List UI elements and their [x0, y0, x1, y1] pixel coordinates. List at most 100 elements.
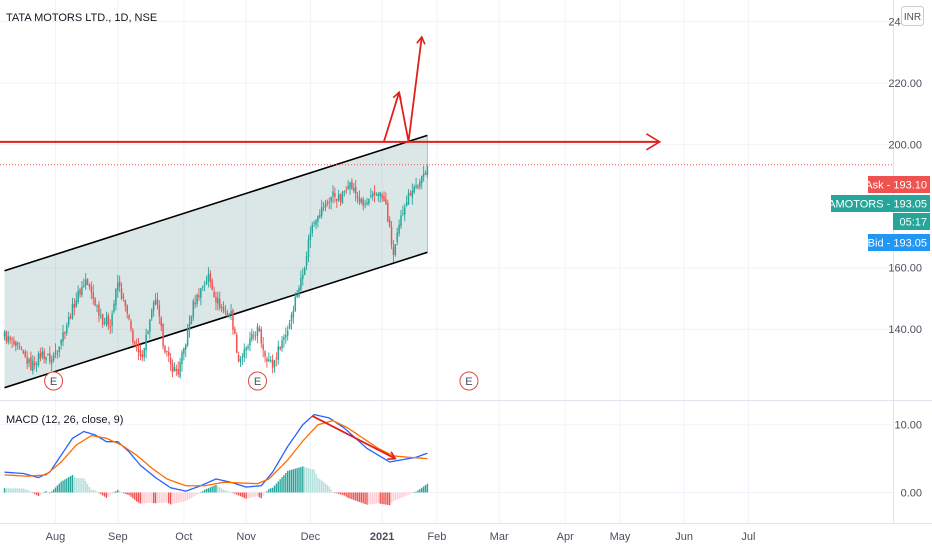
candle-body [315, 220, 317, 225]
time-axis-label: Sep [108, 531, 128, 543]
macd-histogram-bar [370, 492, 372, 505]
symbol-price-badge-text: TATAMOTORS - 193.05 [810, 199, 927, 211]
projection-arrowhead [416, 35, 426, 45]
candle-body [422, 174, 425, 177]
candle-body [149, 319, 151, 332]
channel-lower-line[interactable] [4, 251, 428, 389]
macd-histogram-bar [115, 491, 117, 493]
candle-body [96, 306, 98, 307]
macd-histogram-bar [52, 489, 55, 493]
macd-histogram-bar [243, 492, 245, 498]
divergence-arrow[interactable] [311, 415, 396, 460]
candle-body [71, 303, 74, 319]
candle-body [405, 202, 408, 206]
candle-body [179, 362, 181, 377]
macd-histogram-bar [137, 492, 140, 503]
earnings-marker-label: E [465, 376, 472, 388]
macd-histogram-bar [202, 491, 204, 493]
time-axis-label: May [610, 531, 631, 543]
macd-histogram-bar [45, 491, 47, 493]
macd-histogram-bar [11, 488, 13, 493]
macd-histogram-bar [270, 488, 272, 493]
candle-body [115, 289, 117, 306]
candle-body [168, 351, 170, 356]
macd-histogram-bar [264, 492, 266, 494]
candle-body [194, 302, 196, 305]
candle-body [256, 326, 259, 336]
candle-body [22, 350, 25, 354]
macd-histogram-bar [358, 492, 361, 502]
macd-histogram-bar [285, 472, 287, 493]
earnings-marker[interactable] [44, 371, 64, 391]
macd-histogram-bar [415, 491, 417, 493]
time-axis[interactable]: Aug Sep Oct Nov Dec 2021 Feb Mar Apr May Jun Jul [0, 523, 932, 550]
macd-histogram-bar [268, 488, 270, 493]
candle-body [385, 199, 387, 204]
candle-body [226, 312, 229, 315]
macd-histogram-bar [75, 478, 77, 493]
candle-body [326, 201, 329, 204]
macd-histogram-bar [330, 489, 332, 493]
macd-histogram-bar [3, 488, 6, 493]
candle-body [351, 181, 353, 190]
candle-body [94, 298, 96, 306]
earnings-marker[interactable] [459, 371, 479, 391]
macd-histogram-bar [236, 492, 238, 495]
earnings-marker-label: E [50, 376, 57, 388]
candle-body [241, 356, 244, 359]
macd-histogram-bar [219, 487, 221, 493]
macd-histogram-bar [341, 492, 344, 495]
candle-body [86, 278, 89, 285]
candle-body [262, 344, 264, 350]
macd-histogram-bar [390, 492, 393, 504]
macd-histogram-bar [220, 488, 223, 493]
macd-chart[interactable]: 0.00 10.00 MACD (12, 26, close, 9) [0, 401, 932, 523]
candle-body [33, 362, 36, 366]
divergence-arrowhead [387, 451, 397, 460]
candle-body [152, 302, 155, 311]
projection-arrow[interactable] [383, 36, 423, 142]
macd-histogram-bar [49, 492, 51, 494]
macd-histogram-bar [298, 467, 300, 493]
candle-body [30, 357, 32, 370]
candle-body [98, 304, 100, 316]
candle-body [298, 287, 300, 297]
pane-separator[interactable] [0, 400, 932, 401]
macd-histogram-bar [24, 489, 26, 493]
candle-body [402, 213, 404, 215]
candle-body [379, 192, 381, 197]
macd-histogram-bar [351, 492, 353, 500]
resistance-arrowhead [646, 133, 662, 151]
macd-pane[interactable]: 0.00 10.00 MACD (12, 26, close, 9) [0, 401, 932, 523]
earnings-marker[interactable] [247, 371, 267, 391]
macd-histogram-bar [179, 492, 181, 503]
candle-body [341, 191, 344, 204]
candle-body [222, 306, 225, 311]
macd-histogram-bar [43, 492, 45, 493]
macd-histogram-bar [303, 467, 306, 493]
candle-body [273, 360, 276, 367]
macd-histogram-bar [143, 492, 145, 504]
macd-histogram-bar [111, 492, 113, 494]
macd-histogram-bar [101, 492, 104, 496]
candle-body [84, 279, 87, 286]
macd-histogram-bar [134, 492, 136, 500]
macd-histogram-bar [120, 492, 123, 494]
macd-histogram-bar [122, 492, 125, 494]
channel-upper-line[interactable] [4, 134, 428, 272]
candle-body [239, 358, 242, 362]
macd-histogram-bar [7, 488, 9, 493]
macd-histogram-bar [283, 475, 285, 493]
macd-histogram-bar [353, 492, 355, 500]
macd-title: MACD (12, 26, close, 9) [6, 414, 123, 426]
candle-body [392, 246, 395, 256]
currency-button[interactable] [901, 6, 924, 26]
time-axis-svg[interactable]: Aug Sep Oct Nov Dec 2021 Feb Mar Apr May Jun Jul [0, 523, 932, 550]
candle-body [151, 309, 153, 319]
macd-histogram-bar [258, 492, 261, 498]
candle-body [247, 346, 249, 349]
macd-histogram-bar [366, 492, 368, 505]
macd-histogram-bar [71, 474, 74, 493]
